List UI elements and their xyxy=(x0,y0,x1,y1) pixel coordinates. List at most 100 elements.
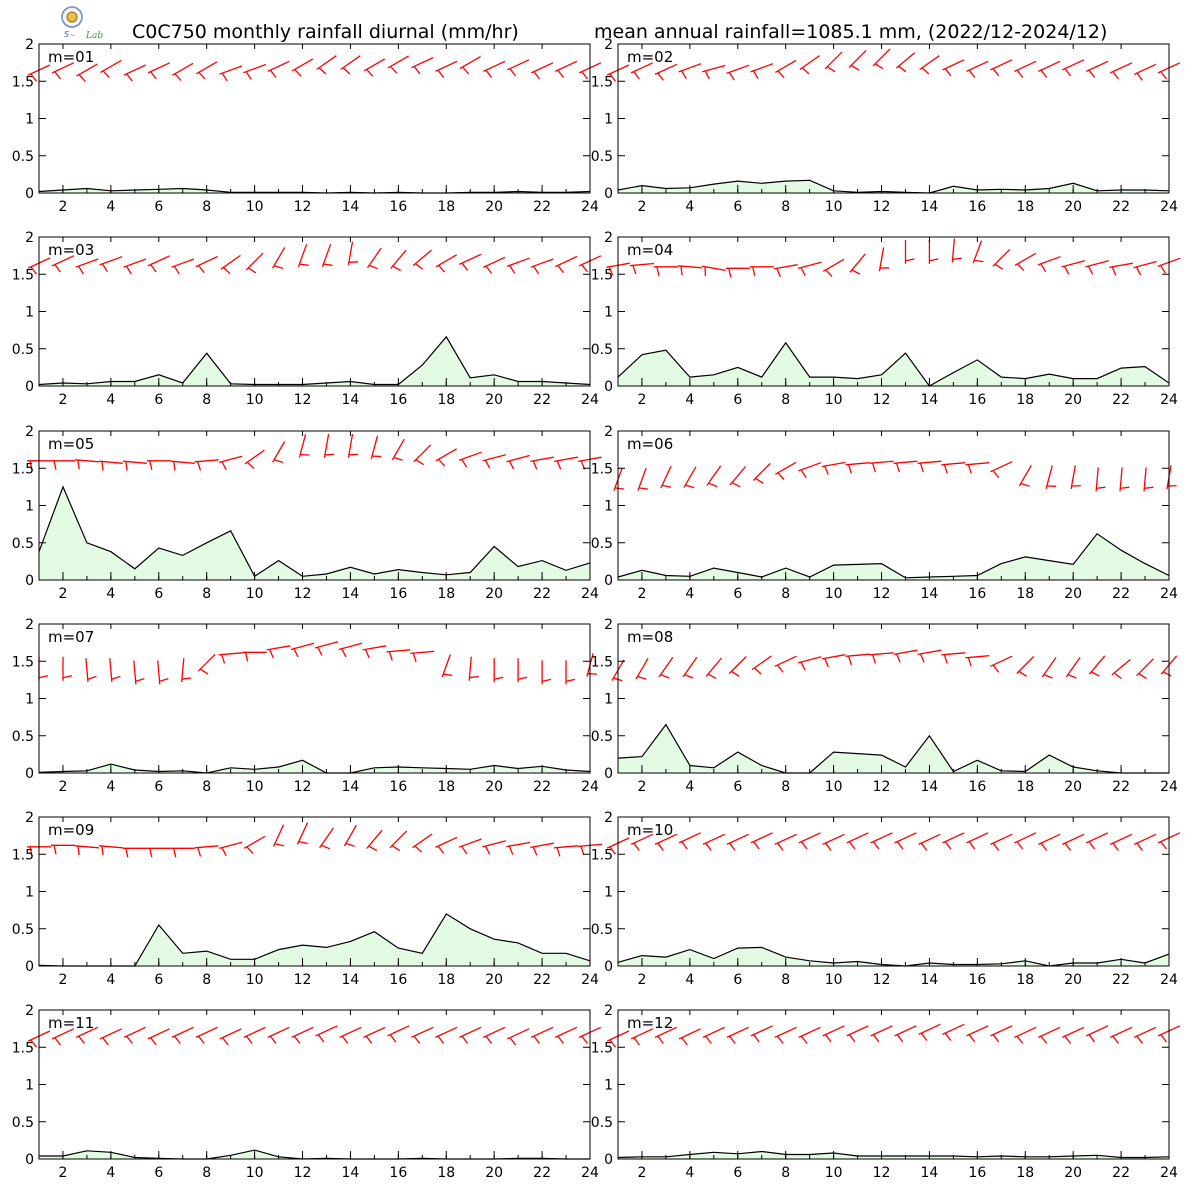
x-tick-label: 10 xyxy=(246,586,264,602)
wind-barb xyxy=(917,460,942,473)
y-tick-label: 0.5 xyxy=(591,149,613,165)
title-left: C0C750 monthly rainfall diurnal (mm/hr) xyxy=(132,21,519,43)
panels-grid: 00.511.522 4 6 8 10 12 14 16 18 20 22 24m=0100.511.… xyxy=(12,37,1181,1181)
y-tick-label: 1.5 xyxy=(591,654,613,670)
wind-barb xyxy=(752,463,771,484)
x-tick-label: 10 xyxy=(825,392,843,408)
x-tick-label: 2 xyxy=(58,972,67,988)
rain-area xyxy=(39,188,590,193)
wind-barb xyxy=(729,466,746,488)
wind-barb xyxy=(654,63,678,81)
y-tick-label: 0 xyxy=(25,1152,34,1168)
wind-barb xyxy=(1088,655,1106,677)
svg-text:~: ~ xyxy=(70,32,75,39)
x-tick-label: 14 xyxy=(921,972,939,988)
wind-barb xyxy=(220,254,241,275)
wind-barb xyxy=(243,1026,266,1044)
y-tick-label: 0.5 xyxy=(591,1115,613,1131)
x-tick-label: 18 xyxy=(1016,779,1034,795)
logo-text: Lab xyxy=(85,31,103,41)
wind-barb xyxy=(1086,832,1109,850)
title-right: mean annual rainfall=1085.1 mm, (2022/12… xyxy=(594,21,1107,43)
wind-barb xyxy=(992,248,1011,270)
wind-barb xyxy=(1143,467,1154,492)
wind-barb xyxy=(435,836,458,854)
wind-barb xyxy=(919,55,940,75)
rain-line xyxy=(617,1150,1170,1159)
x-tick-label: 4 xyxy=(685,1165,694,1181)
wind-barb xyxy=(630,1028,654,1046)
wind-barb xyxy=(38,656,49,681)
wind-barb xyxy=(637,467,649,491)
y-tick-label: 0.5 xyxy=(591,536,613,552)
wind-barb xyxy=(917,649,942,663)
x-tick-label: 20 xyxy=(1064,586,1082,602)
wind-barb xyxy=(749,266,774,276)
x-tick-label: 18 xyxy=(437,779,455,795)
wind-barb xyxy=(1109,262,1134,276)
wind-barb xyxy=(941,462,966,474)
wind-barb xyxy=(340,55,361,75)
x-tick-label: 6 xyxy=(154,779,163,795)
wind-barb xyxy=(1016,656,1035,677)
wind-barb xyxy=(530,62,554,80)
wind-barb xyxy=(506,841,531,855)
wind-barb xyxy=(942,1023,965,1041)
x-tick-label: 12 xyxy=(873,779,891,795)
x-tick-label: 10 xyxy=(825,1165,843,1181)
wind-barb xyxy=(323,433,335,458)
x-tick-label: 14 xyxy=(342,199,360,215)
y-tick-label: 1 xyxy=(604,885,613,901)
wind-barb xyxy=(99,256,123,273)
wind-barb xyxy=(314,641,339,656)
wind-barb xyxy=(798,1026,821,1044)
rain-line xyxy=(617,532,1170,579)
wind-barb xyxy=(99,1028,122,1046)
wind-barb xyxy=(1061,260,1085,275)
wind-barb xyxy=(990,59,1013,77)
wind-barb xyxy=(133,660,145,685)
x-tick-label: 14 xyxy=(342,586,360,602)
wind-barb xyxy=(75,258,99,275)
x-tick-label: 24 xyxy=(1160,779,1178,795)
x-tick-label: 6 xyxy=(154,392,163,408)
wind-barb xyxy=(290,642,315,658)
plot-frame xyxy=(617,816,1170,967)
wind-barb xyxy=(1133,63,1157,81)
wind-barb xyxy=(845,653,870,666)
y-tick-label: 2 xyxy=(25,1003,34,1019)
x-tick-label: 12 xyxy=(873,972,891,988)
wind-barb xyxy=(654,833,678,851)
wind-barb xyxy=(242,651,267,662)
svg-text:S: S xyxy=(64,30,69,39)
x-tick-label: 4 xyxy=(106,779,115,795)
y-tick-label: 0 xyxy=(604,573,613,589)
x-tick-label: 12 xyxy=(294,1165,312,1181)
x-tick-label: 6 xyxy=(733,392,742,408)
wind-barb xyxy=(1085,260,1109,275)
wind-barb xyxy=(846,1025,869,1043)
x-tick-label: 24 xyxy=(581,972,599,988)
wind-barb xyxy=(565,660,576,685)
wind-barb xyxy=(197,653,216,675)
plot-frame xyxy=(617,623,1170,774)
wind-barb xyxy=(774,1026,797,1044)
wind-barb xyxy=(966,60,989,78)
wind-barb xyxy=(1086,60,1109,78)
wind-barb xyxy=(774,833,797,851)
y-tick-label: 1 xyxy=(25,1078,34,1094)
y-tick-label: 1.5 xyxy=(12,847,34,863)
wind-barb xyxy=(122,847,147,858)
wind-barb xyxy=(821,461,846,475)
wind-barb xyxy=(869,460,894,473)
rain-area xyxy=(618,533,1169,580)
x-tick-label: 18 xyxy=(437,1165,455,1181)
wind-barb xyxy=(1109,62,1133,80)
wind-barb xyxy=(678,63,702,80)
x-tick-label: 16 xyxy=(968,199,986,215)
wind-barb xyxy=(635,657,649,680)
wind-barb xyxy=(654,1026,678,1044)
wind-barb xyxy=(613,467,625,491)
wind-barb xyxy=(682,657,698,679)
